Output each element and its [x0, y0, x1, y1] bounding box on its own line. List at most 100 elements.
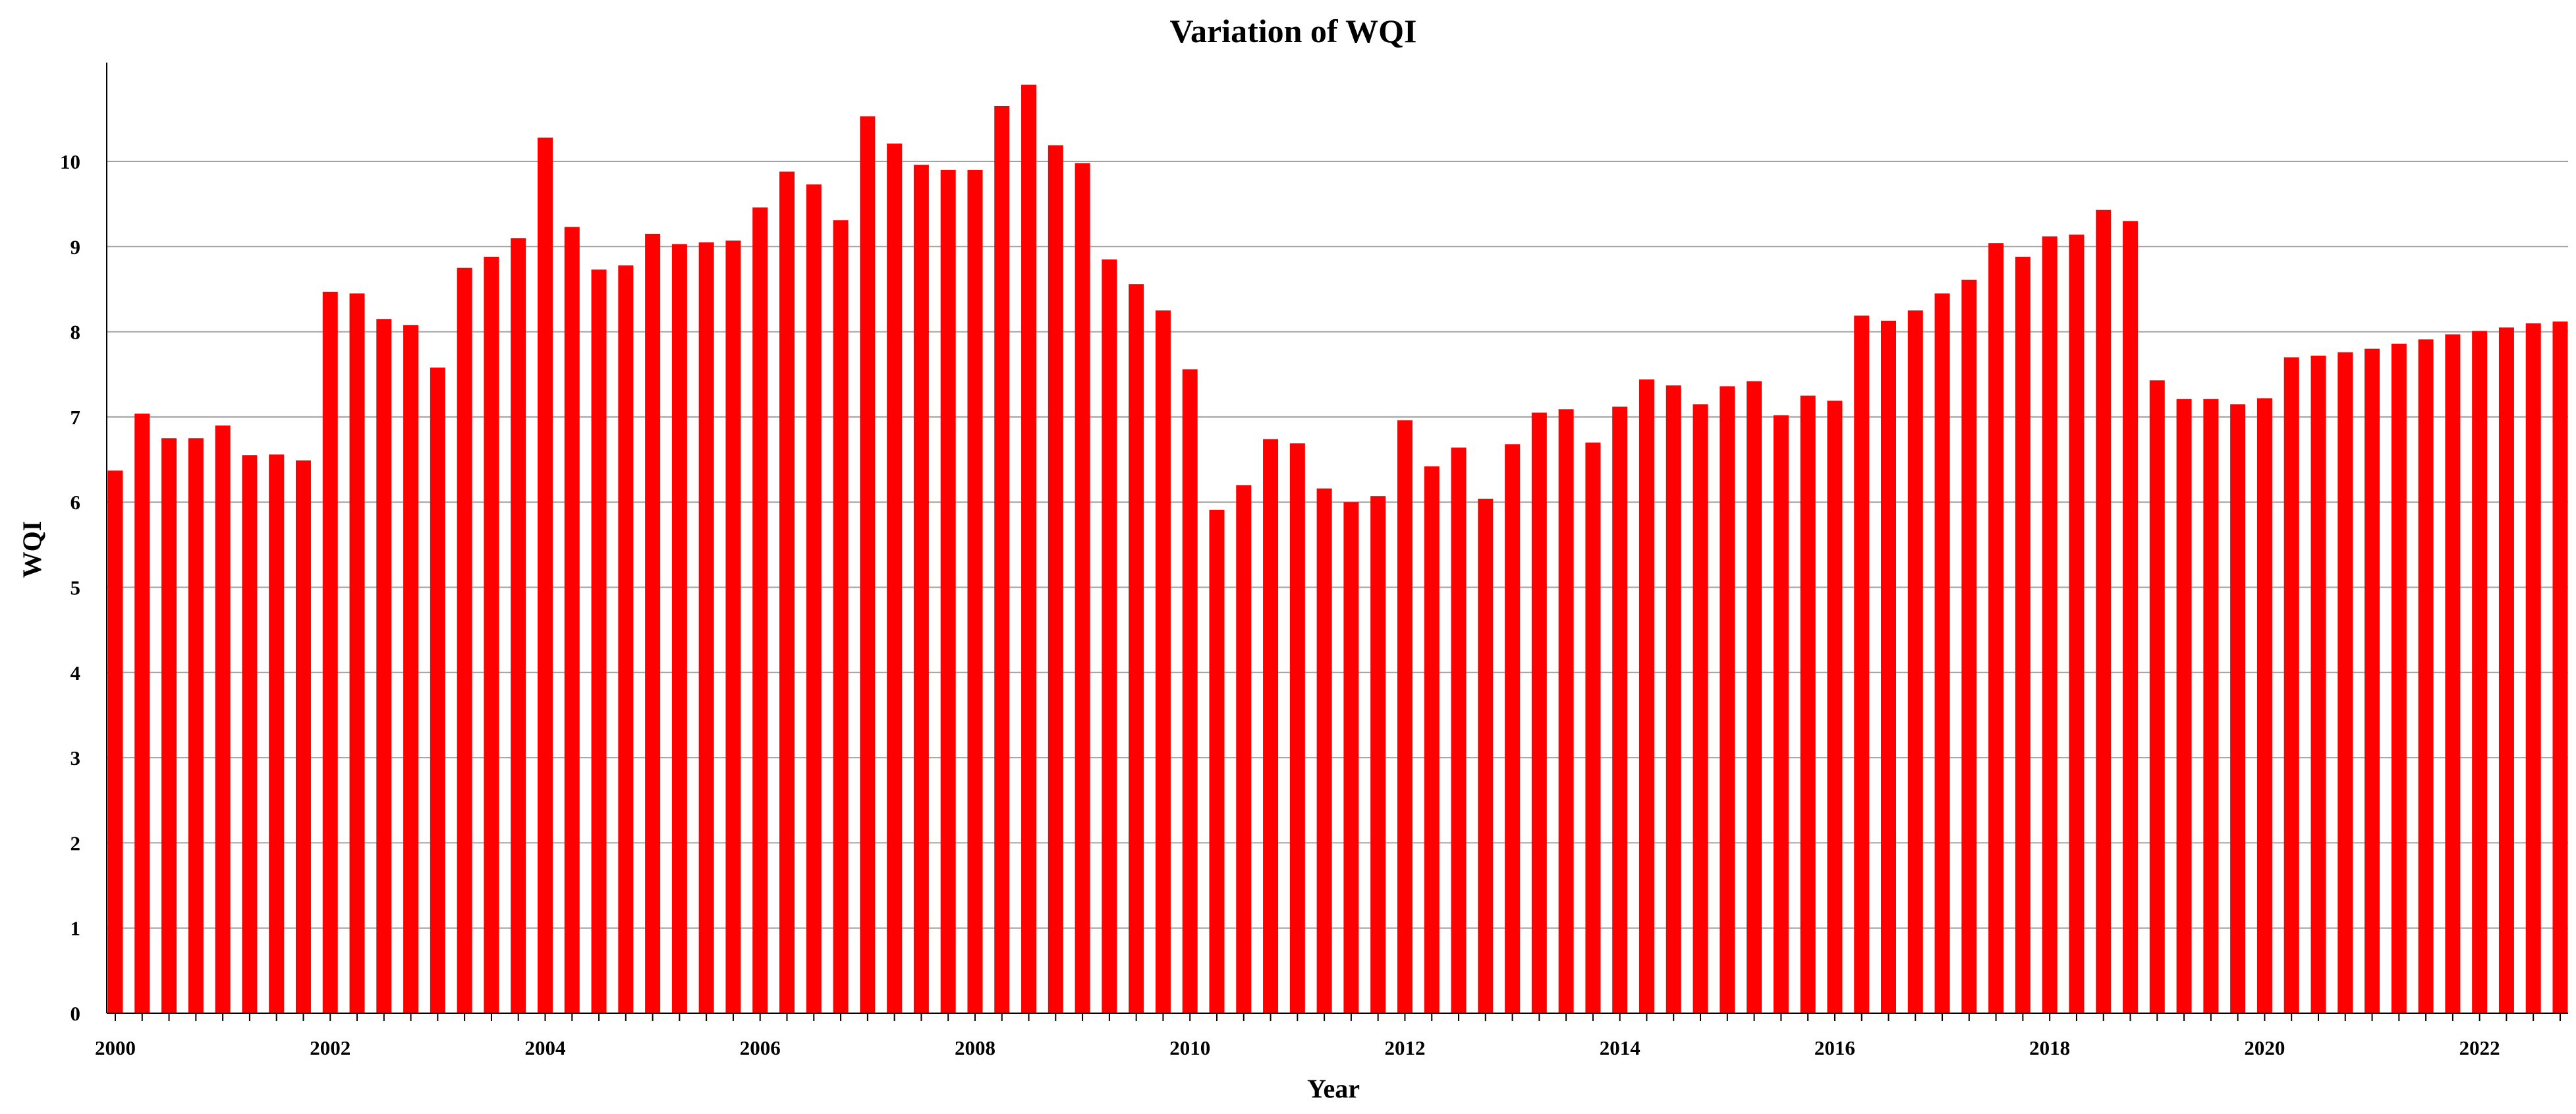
- x-tick-label: 2018: [2029, 1036, 2070, 1059]
- x-axis-title: Year: [1307, 1074, 1360, 1103]
- bar: [2015, 256, 2030, 1013]
- bar: [940, 169, 956, 1014]
- bar: [564, 227, 580, 1013]
- bar: [1961, 279, 1977, 1013]
- x-tick-label: 2008: [955, 1036, 995, 1059]
- bar: [1451, 447, 1467, 1013]
- bar: [215, 425, 231, 1013]
- bar: [1827, 401, 1843, 1013]
- y-tick-labels: 0 1 2 3 4 5 6 7 8 9 10: [60, 150, 80, 1025]
- bar: [1075, 163, 1090, 1014]
- bar: [403, 325, 419, 1014]
- y-tick-label: 1: [70, 917, 81, 940]
- bar: [1612, 406, 1628, 1013]
- bar: [1048, 145, 1063, 1014]
- bar: [242, 455, 258, 1013]
- bar: [188, 438, 204, 1013]
- bar: [1854, 316, 1870, 1014]
- bar: [1934, 293, 1950, 1013]
- bar: [591, 269, 607, 1014]
- bar: [2123, 221, 2139, 1013]
- bar: [913, 165, 929, 1013]
- bar: [322, 291, 338, 1014]
- bar: [1638, 379, 1654, 1013]
- bar: [1880, 320, 1896, 1013]
- x-tick-label: 2000: [95, 1036, 136, 1059]
- bar: [2230, 404, 2246, 1013]
- y-tick-label: 9: [70, 235, 81, 258]
- bar: [2472, 331, 2488, 1013]
- bar: [1747, 381, 1762, 1013]
- bar: [1693, 404, 1708, 1013]
- x-tick-label: 2012: [1384, 1036, 1425, 1059]
- y-tick-label: 4: [70, 661, 81, 684]
- y-tick-label: 8: [70, 321, 81, 344]
- bar: [2203, 399, 2219, 1013]
- bar: [860, 116, 876, 1014]
- bar: [1182, 369, 1198, 1013]
- bar: [2445, 334, 2461, 1013]
- bar: [1129, 284, 1144, 1013]
- bar: [1907, 310, 1923, 1013]
- bar: [1666, 385, 1681, 1013]
- bar: [2418, 339, 2434, 1013]
- bar: [2149, 380, 2165, 1013]
- bars: [107, 84, 2568, 1014]
- y-tick-label: 6: [70, 491, 81, 514]
- bar: [806, 184, 822, 1013]
- bar: [295, 460, 311, 1013]
- bar: [1343, 502, 1359, 1013]
- bar: [1102, 259, 1117, 1013]
- y-tick-label: 2: [70, 831, 81, 854]
- bar: [2498, 327, 2514, 1013]
- bar: [618, 265, 634, 1014]
- bar: [2391, 343, 2407, 1013]
- bar: [698, 242, 714, 1014]
- bar: [1209, 509, 1225, 1013]
- bar: [2525, 323, 2541, 1013]
- x-tick-labels: 2000 2002 2004 2006 2008 2010 2012 2014 2016 2018…: [95, 1036, 2500, 1059]
- bar: [1558, 409, 1574, 1013]
- bar: [430, 367, 445, 1013]
- bar: [376, 319, 392, 1014]
- bar: [2176, 399, 2192, 1013]
- bar: [2552, 321, 2568, 1014]
- chart-title: Variation of WQI: [1169, 13, 1416, 49]
- bar: [1720, 386, 1735, 1013]
- y-tick-label: 0: [70, 1002, 81, 1025]
- bar: [1800, 395, 1816, 1013]
- bar: [1155, 310, 1171, 1013]
- bar: [671, 244, 687, 1013]
- bar: [2069, 235, 2085, 1013]
- x-tick-label: 2010: [1169, 1036, 1210, 1059]
- bar: [457, 267, 472, 1013]
- bar: [1773, 415, 1789, 1013]
- bar: [887, 143, 903, 1013]
- bar: [161, 438, 177, 1013]
- x-tick-label: 2020: [2244, 1036, 2285, 1059]
- bar: [2256, 398, 2272, 1013]
- bar: [833, 220, 849, 1013]
- bar: [349, 293, 365, 1013]
- y-axis-title: WQI: [17, 521, 47, 578]
- bar: [134, 413, 150, 1013]
- bar: [2096, 209, 2112, 1014]
- bar: [2338, 352, 2353, 1013]
- x-tick-label: 2006: [740, 1036, 781, 1059]
- bar: [967, 169, 983, 1014]
- bar: [779, 171, 795, 1013]
- bar: [2042, 236, 2058, 1014]
- bar: [2310, 355, 2326, 1013]
- x-tick-label: 2014: [1600, 1036, 1640, 1059]
- bar: [1263, 439, 1279, 1013]
- bar: [1424, 466, 1440, 1013]
- bar: [1531, 412, 1547, 1013]
- bar: [107, 470, 123, 1013]
- y-tick-label: 5: [70, 576, 81, 599]
- y-tick-label: 3: [70, 746, 81, 769]
- bar: [1478, 499, 1494, 1013]
- bar: [1236, 485, 1252, 1013]
- bar: [537, 137, 553, 1013]
